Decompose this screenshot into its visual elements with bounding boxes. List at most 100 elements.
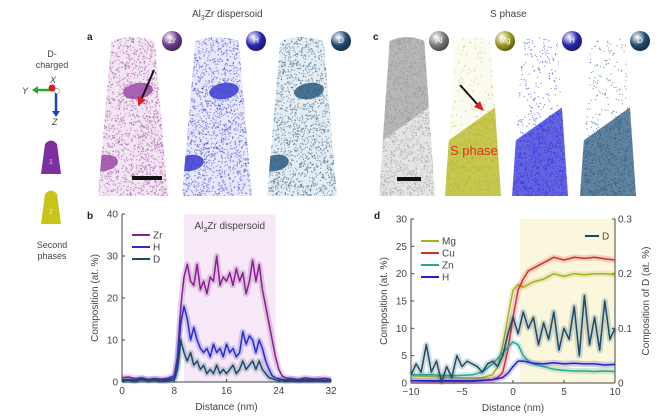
y-tick-label: 30: [107, 252, 119, 263]
tip-dots: [267, 37, 337, 196]
axis-triad-icon: X Y Z: [22, 75, 60, 125]
tip-1-shape: [41, 140, 61, 174]
legend-label-zr: Zr: [153, 231, 163, 242]
dispersoid-particle: [123, 82, 153, 100]
element-ball-h: H: [246, 31, 266, 51]
x-axis-label: Distance (nm): [482, 403, 544, 414]
chart-b: 0 10 20 30 40 0 8 16 24 32 Distance (nm) Compositio…: [90, 210, 337, 414]
series-line-d: [410, 294, 616, 383]
y-tick-label: 40: [107, 210, 119, 221]
element-ball-mg: Mg: [495, 31, 515, 51]
element-ball-d: D: [331, 31, 351, 51]
legend-label-cu: Cu: [442, 249, 455, 260]
x-axis-label: Distance (nm): [195, 402, 257, 413]
panel-label-c: c: [373, 32, 379, 43]
y-right-tick-label: 0: [618, 379, 624, 390]
dispersoid-particle: [294, 82, 324, 100]
y-tick-label: 10: [396, 324, 408, 335]
tip-reconstruction-d: [267, 37, 337, 196]
series-line-d: [121, 339, 332, 382]
tip-2-label: 2: [49, 209, 53, 216]
y-tick-label: 0: [401, 379, 407, 390]
tip-1-icon: 1: [41, 140, 61, 174]
legend-label-zn: Zn: [442, 261, 454, 272]
legend-label-h: H: [153, 243, 160, 254]
x-tick-label: 24: [273, 386, 285, 397]
phase-region: [445, 103, 501, 196]
y-right-tick-label: 0.2: [618, 269, 632, 280]
phase-region: [512, 103, 568, 196]
y-arrowhead: [32, 86, 38, 94]
arrowhead: [474, 101, 484, 111]
element-ball-zr: Zr: [162, 31, 182, 51]
d-charged-label: D- charged: [35, 49, 69, 70]
title-s-phase: S phase: [490, 9, 527, 20]
scale-bar-c: [397, 177, 421, 181]
tip-reconstruction-h: [512, 37, 568, 196]
x-tick-label: 10: [609, 387, 621, 398]
tip-dots: [445, 37, 501, 196]
origin-dot: [54, 88, 60, 94]
element-ball-h: H: [562, 31, 582, 51]
dispersoid-particle: [209, 82, 239, 100]
phase-region-top: [379, 37, 435, 143]
tip-dots: [98, 37, 168, 196]
tip-dots: [580, 37, 636, 196]
x-tick-label: 5: [561, 387, 567, 398]
panel-label-b: b: [87, 211, 94, 222]
legend-label-d-right: D: [602, 232, 609, 243]
title-al3zr: Al3Zr dispersoid: [192, 9, 263, 22]
tip-reconstruction-mg: [445, 37, 501, 196]
title-al3zr-text: Al3Zr dispersoid: [192, 9, 263, 22]
element-ball-al: Al: [429, 31, 449, 51]
tip-1-label: 1: [49, 159, 53, 166]
legend-label-mg: Mg: [442, 237, 456, 248]
dispersoid-particle: [98, 154, 118, 172]
x-tick-label: −5: [456, 387, 468, 398]
y-axis-label: Composition (at. %): [90, 254, 101, 342]
axis-y-label: Y: [22, 86, 29, 96]
panel-label-d: d: [374, 211, 381, 222]
second-phases-label: Second phases: [36, 240, 68, 261]
x-tick-label: 0: [510, 387, 516, 398]
arrowhead: [138, 96, 146, 106]
panel-label-a: a: [87, 32, 93, 43]
tip-dots: [512, 37, 568, 196]
arrow-annotation-a: [138, 69, 155, 106]
tip-2-icon: 2: [41, 190, 61, 224]
y-right-tick-label: 0.3: [618, 215, 632, 226]
x-tick-label: 32: [325, 386, 337, 397]
y-tick-label: 25: [396, 242, 408, 253]
axis-x-label: X: [49, 75, 57, 85]
tip-reconstruction-h: [182, 37, 252, 196]
y-tick-label: 10: [107, 336, 119, 347]
s-phase-annotation: S phase: [450, 143, 498, 158]
region-annotation: Al3Zr dispersoid: [194, 221, 265, 234]
tip-dots: [379, 37, 435, 196]
arrow-annotation-c: [459, 84, 484, 111]
shaded-region: [184, 214, 276, 382]
y-axis-right-label: Composition of D (at. %): [641, 247, 652, 356]
x-axis-dot: [48, 84, 56, 92]
legend-label-h: H: [442, 273, 449, 284]
series-line-zn: [411, 341, 616, 377]
x-tick-label: 8: [171, 386, 177, 397]
y-right-tick-label: 0.1: [618, 324, 632, 335]
scale-bar-a: [132, 176, 162, 180]
y-tick-label: 5: [401, 351, 407, 362]
y-axis-label: Composition (at. %): [379, 257, 390, 345]
tip-2-shape: [41, 190, 61, 224]
legend-label-d: D: [153, 255, 160, 266]
y-tick-label: 20: [396, 269, 408, 280]
x-tick-label: −10: [403, 387, 420, 398]
tip-reconstruction-al: [379, 37, 435, 196]
element-ball-d: D: [630, 31, 650, 51]
tip-dots: [182, 37, 252, 196]
x-tick-label: 0: [119, 386, 125, 397]
x-tick-label: 16: [221, 386, 233, 397]
z-arrowhead: [52, 111, 60, 117]
series-line-h: [121, 305, 332, 382]
y-tick-label: 30: [396, 215, 408, 226]
y-tick-label: 20: [107, 294, 119, 305]
series-line-h: [411, 360, 616, 382]
